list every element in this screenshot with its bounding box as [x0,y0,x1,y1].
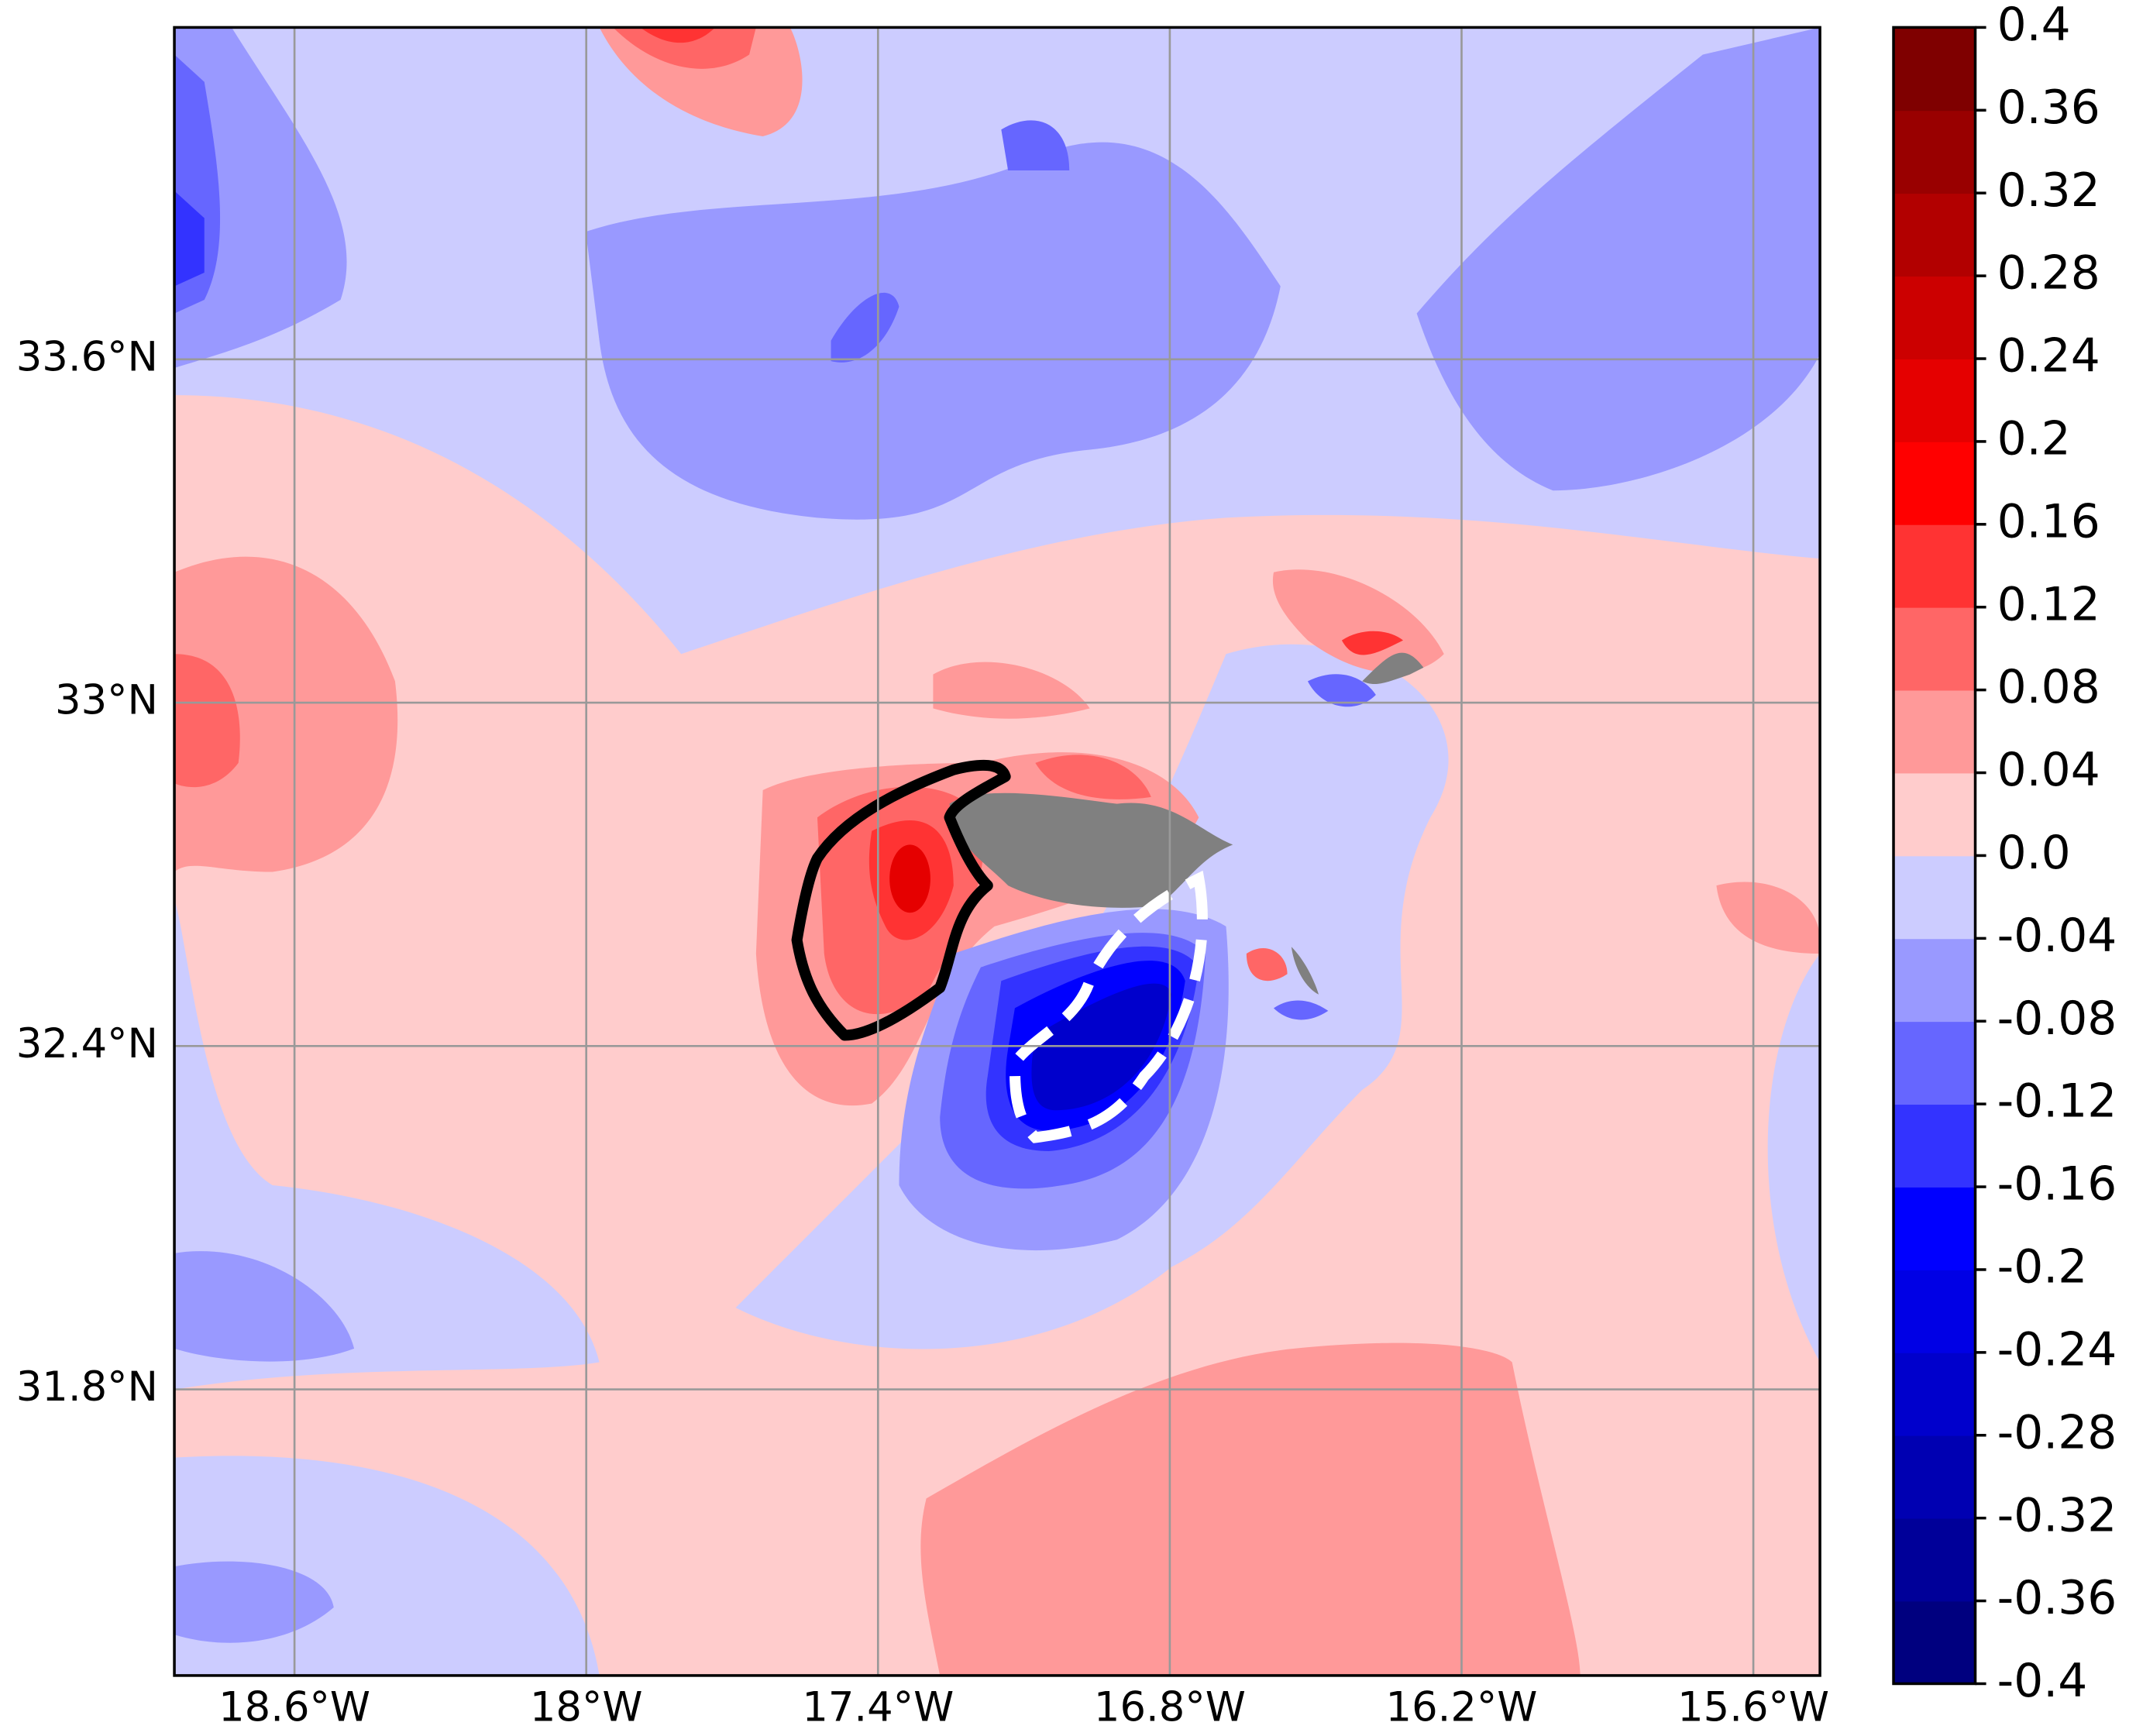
colorbar-segment [1894,1352,1976,1436]
contour-region [920,882,1821,1676]
colorbar-tick-label: 0.28 [1997,247,2100,301]
colorbar-segment [1894,276,1976,359]
x-tick-label: 16.2°W [1386,1684,1538,1731]
colorbar-segment [1894,193,1976,277]
colorbar-segment [1894,938,1976,1023]
y-tick-label: 33.6°N [16,333,158,380]
contour-region [613,27,756,69]
axes: 18.6°W 18°W 17.4°W 16.8°W 16.2°W 15.6°W 31.8°N… [16,333,1829,1731]
y-tick-label: 33°N [55,677,158,724]
colorbar-segment [1894,1600,1976,1685]
contour-region [174,556,398,872]
y-tick-label: 32.4°N [16,1020,158,1067]
contour-field [174,27,1821,1676]
contour-region [174,191,205,287]
contour-region [174,1251,355,1643]
colorbar-tick-label: 0.04 [1997,744,2100,797]
contour-region [174,27,347,368]
plot-frame [173,26,1821,1677]
colorbar-segment [1894,1187,1976,1270]
colorbar-segment [1894,441,1976,525]
contour-region [1272,569,1444,673]
colorbar-tick-label: 0.24 [1997,330,2100,383]
contour-region [174,954,1821,1676]
colorbar-tick-label: 0.2 [1997,413,2071,466]
contour-region [174,654,240,788]
contour-region [889,844,930,913]
colorbar-tick-label: 0.0 [1997,827,2071,880]
colorbar-segment [1894,1269,1976,1353]
colorbar-tick-label: -0.36 [1997,1572,2117,1625]
colorbar-segment [1894,855,1976,940]
colorbar-tick-label: -0.08 [1997,992,2117,1046]
contour-region [817,755,1288,1015]
colorbar-segment [1894,27,1976,112]
colorbar-tick-label: -0.32 [1997,1489,2117,1542]
colorbar-tick-label: -0.16 [1997,1158,2117,1212]
colorbar-tick-label: -0.2 [1997,1241,2088,1294]
colorbar-tick-label: 0.36 [1997,81,2100,135]
contour-region [586,142,1281,520]
land [949,652,1424,995]
x-tick-label: 17.4°W [802,1684,954,1731]
colorbar-segment [1894,1435,1976,1519]
x-tick-label: 15.6°W [1677,1684,1829,1731]
colorbar-tick-label: -0.04 [1997,909,2117,963]
colorbar-tick-label: 0.16 [1997,495,2100,548]
contour-region [640,27,716,43]
contour-region [831,120,1070,363]
colorbar-tick-label: 0.32 [1997,164,2100,218]
y-tick-label: 31.8°N [16,1363,158,1411]
colorbar-tick-label: -0.28 [1997,1406,2117,1459]
contour-line [791,759,1011,1041]
colorbar-segment [1894,1104,1976,1188]
colorbar-tick-label: 0.12 [1997,578,2100,631]
colorbar-tick-label: -0.12 [1997,1075,2117,1129]
colorbar-segment [1894,607,1976,691]
colorbar-segment [1894,359,1976,442]
colorbar-tick-label: -0.4 [1997,1655,2088,1708]
colorbar-segment [1894,1518,1976,1602]
colorbar-segment [1894,110,1976,194]
x-tick-label: 16.8°W [1094,1684,1246,1731]
colorbar-tick-label: 0.4 [1997,0,2071,52]
colorbar: -0.4 -0.36 -0.32 -0.28 -0.24 -0.2 -0.16 -0.12 -0… [1894,0,2117,1708]
colorbar-segment [1894,524,1976,608]
colorbar-segment [1894,689,1976,774]
colorbar-frame [1892,26,1977,1686]
grid [174,27,1821,1676]
contour-region [1416,27,1821,491]
colorbar-segment [1894,772,1976,857]
contour-line-dashed [1009,870,1208,1143]
colorbar-segment [1894,1021,1976,1105]
x-tick-label: 18.6°W [218,1684,370,1731]
colorbar-tick-label: -0.24 [1997,1323,2117,1377]
contour-region [1341,631,1404,655]
x-tick-label: 18°W [530,1684,643,1731]
colorbar-tick-label: 0.08 [1997,661,2100,714]
